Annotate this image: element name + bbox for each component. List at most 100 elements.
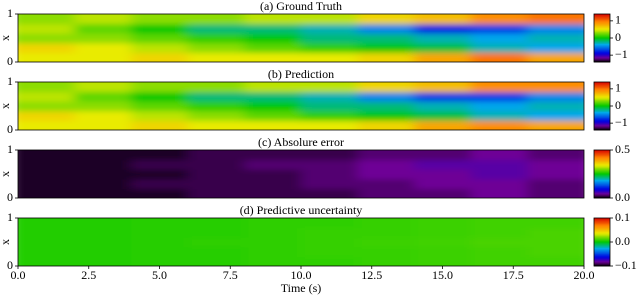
heatmap-cell [131,256,189,266]
heatmap-cell [187,52,245,62]
heatmap-cell [18,33,76,44]
heatmap-cell [244,169,302,180]
heatmap-cell [301,246,359,257]
heatmap-cells [18,150,584,198]
colorbar-swatch [594,230,610,232]
colorbar-swatch [594,47,610,50]
heatmap-cell [527,52,584,62]
heatmap-cell [187,188,245,198]
heatmap-cell [74,256,132,266]
heatmap-cell [470,110,528,121]
colorbar-swatch [594,45,610,47]
colorbar-tick-label: 1 [615,13,621,27]
heatmap-cell [187,14,245,25]
plot-frame [17,149,585,199]
heatmap-cell [470,256,528,266]
heatmap-cell [357,82,415,93]
heatmap-cell [131,101,189,112]
colorbar-tick-label: 0.5 [615,142,630,156]
colorbar-swatch [594,44,610,46]
heatmap-cell [244,82,302,93]
heatmap-cell [18,120,76,130]
colorbar-swatch [594,176,610,178]
y-tick-label: 1 [7,210,13,224]
colorbar-swatch [594,154,610,157]
heatmap [18,218,584,266]
colorbar-swatch [594,227,610,230]
colorbar-swatch [594,164,610,166]
x-tick-label: 15.0 [432,268,453,282]
colorbar-swatch [594,226,610,228]
y-tick-label: 0 [7,122,13,136]
heatmap-cell [187,150,245,161]
heatmap-cell [244,159,302,170]
colorbar-swatch [594,250,610,252]
heatmap-cell [414,120,472,130]
colorbar-swatch [594,113,610,115]
colorbar-swatch [594,100,610,102]
colorbar-swatch [594,26,610,28]
colorbar-swatch [594,156,610,158]
heatmap-cell [527,120,584,130]
colorbar-tick-label: −0.1 [615,258,637,272]
heatmap-cell [244,42,302,53]
colorbar-swatch [594,48,610,51]
colorbar-swatch [594,96,610,98]
colorbar-tick-label: 0 [615,98,621,112]
colorbar-swatch [594,261,610,263]
colorbar-swatch [594,86,610,89]
colorbar-swatch [594,21,610,23]
x-tick-label: 17.5 [503,268,524,282]
heatmap-cell [414,218,472,229]
colorbar-swatch [594,232,610,234]
colorbar-swatch [594,16,610,18]
colorbar-swatch [594,27,610,29]
heatmap-cell [527,178,584,189]
heatmap-cell [357,91,415,102]
heatmap-cell [18,101,76,112]
colorbar-swatch [594,189,610,192]
heatmap-cell [187,33,245,44]
x-tick-label: 5.0 [152,268,167,282]
colorbar-swatch [594,238,610,240]
colorbar-swatch [594,97,610,100]
colorbar-swatch [594,40,610,42]
heatmap-cell [244,14,302,25]
heatmap-cell [74,218,132,229]
colorbar-swatch [594,150,610,152]
heatmap-cell [131,159,189,170]
heatmap-cell [74,14,132,25]
heatmap-cell [470,101,528,112]
colorbar-swatch [594,228,610,231]
colorbar-swatch [594,260,610,262]
heatmap-cell [187,227,245,238]
heatmap-cell [131,52,189,62]
heatmap-cell [74,52,132,62]
heatmap-cell [74,150,132,161]
heatmap-cell [131,110,189,121]
heatmap-cell [527,188,584,198]
colorbar-swatch [594,242,610,244]
heatmap-cell [18,256,76,266]
colorbar-swatch [594,127,610,130]
colorbar-swatch [594,257,610,260]
colorbar-swatch [594,94,610,96]
colorbar-swatch [594,107,610,109]
heatmap-cell [18,169,76,180]
heatmap-cell [357,42,415,53]
colorbar-swatch [594,264,610,267]
colorbar-swatch [594,34,610,36]
heatmap-cell [470,169,528,180]
heatmap-cell [470,178,528,189]
heatmap-cell [244,101,302,112]
heatmap-cells [18,82,584,130]
colorbar-swatch [594,24,610,27]
colorbar-swatch [594,224,610,226]
heatmap-cell [187,42,245,53]
colorbar-swatch [594,243,610,245]
colorbar-swatch [594,245,610,248]
heatmap-cell [527,82,584,93]
colorbar-swatch [594,152,610,154]
heatmap-cell [357,120,415,130]
heatmap-cell [131,169,189,180]
